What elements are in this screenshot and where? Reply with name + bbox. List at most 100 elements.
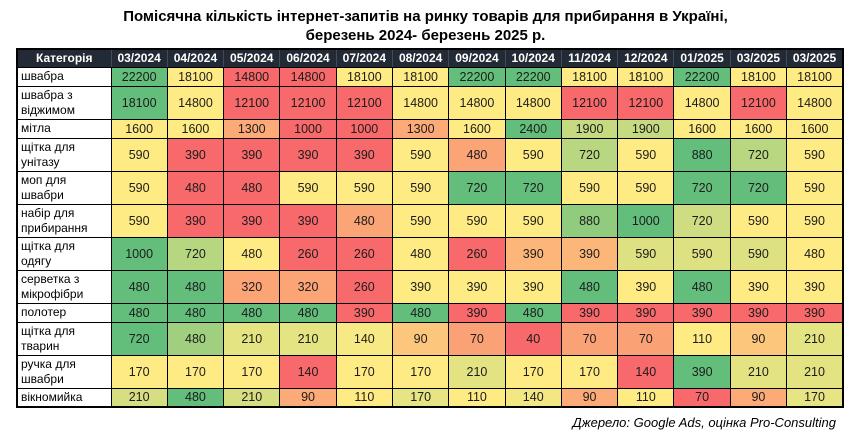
table-row: серветка з мікрофібри 480 480 320 320 260 390 3… [16, 269, 844, 304]
value-cell: 14800 [391, 85, 450, 120]
value-cell: 590 [617, 170, 675, 205]
value-cell: 880 [673, 137, 731, 172]
value-cell: 210 [448, 354, 506, 389]
value-cell: 590 [786, 137, 844, 172]
value-cell: 70 [617, 321, 675, 356]
value-cell: 720 [448, 170, 506, 205]
value-cell: 22200 [448, 66, 506, 87]
table-row: мітла 1600 1600 1300 1000 1000 1300 1600 2400 190… [16, 118, 844, 139]
value-cell: 1000 [279, 118, 337, 139]
value-cell: 1600 [448, 118, 506, 139]
value-cell: 14800 [166, 85, 225, 120]
value-cell: 14800 [279, 66, 337, 87]
value-cell: 390 [279, 137, 337, 172]
value-cell: 480 [279, 302, 337, 323]
value-cell: 90 [729, 387, 788, 408]
table-row: щітка для одягу 1000 720 480 260 260 480 260 390… [16, 236, 844, 271]
category-cell: щітка для тварин [16, 321, 112, 356]
value-cell: 590 [391, 137, 450, 172]
value-cell: 140 [617, 354, 675, 389]
value-cell: 22200 [504, 66, 562, 87]
value-cell: 480 [786, 236, 844, 271]
value-cell: 1600 [673, 118, 731, 139]
value-cell: 18100 [729, 66, 788, 87]
value-cell: 170 [335, 354, 393, 389]
column-header: 05/2024 [223, 48, 281, 68]
value-cell: 14800 [786, 85, 844, 120]
value-cell: 390 [729, 269, 788, 304]
value-cell: 40 [504, 321, 562, 356]
value-cell: 720 [673, 203, 731, 238]
row-header-categoria: Категорія [16, 48, 112, 68]
value-cell: 720 [729, 137, 788, 172]
value-cell: 390 [335, 302, 393, 323]
value-cell: 390 [729, 302, 788, 323]
column-header: 09/2024 [448, 48, 506, 68]
value-cell: 90 [279, 387, 337, 408]
queries-heatmap-table: Категорія 03/2024 04/2024 05/2024 06/2024 07/… [16, 48, 844, 408]
value-cell: 110 [335, 387, 393, 408]
value-cell: 590 [560, 170, 619, 205]
table-row: набір для прибирання 590 390 390 390 480 590 59… [16, 203, 844, 238]
value-cell: 18100 [166, 66, 225, 87]
value-cell: 210 [279, 321, 337, 356]
value-cell: 390 [673, 302, 731, 323]
table-row: швабра 22200 18100 14800 14800 18100 18100 2220… [16, 66, 844, 87]
value-cell: 390 [223, 137, 281, 172]
value-cell: 720 [729, 170, 788, 205]
value-cell: 390 [335, 137, 393, 172]
value-cell: 2400 [504, 118, 562, 139]
value-cell: 170 [110, 354, 168, 389]
value-cell: 480 [223, 170, 281, 205]
value-cell: 590 [617, 137, 675, 172]
column-header: 04/2024 [166, 48, 225, 68]
value-cell: 90 [560, 387, 619, 408]
value-cell: 480 [560, 269, 619, 304]
value-cell: 14800 [448, 85, 506, 120]
value-cell: 590 [110, 137, 168, 172]
value-cell: 1300 [223, 118, 281, 139]
value-cell: 260 [335, 236, 393, 271]
value-cell: 390 [617, 269, 675, 304]
value-cell: 18100 [786, 66, 844, 87]
value-cell: 140 [279, 354, 337, 389]
value-cell: 14800 [223, 66, 281, 87]
value-cell: 18100 [110, 85, 168, 120]
value-cell: 480 [166, 387, 225, 408]
value-cell: 590 [786, 203, 844, 238]
value-cell: 1900 [617, 118, 675, 139]
value-cell: 390 [448, 302, 506, 323]
value-cell: 590 [673, 236, 731, 271]
value-cell: 480 [166, 170, 225, 205]
value-cell: 140 [335, 321, 393, 356]
column-header: 03/2025 [786, 48, 844, 68]
value-cell: 1600 [729, 118, 788, 139]
value-cell: 12100 [617, 85, 675, 120]
table-body: швабра 22200 18100 14800 14800 18100 18100 2220… [16, 66, 844, 408]
column-header: 06/2024 [279, 48, 337, 68]
value-cell: 390 [504, 269, 562, 304]
value-cell: 260 [279, 236, 337, 271]
value-cell: 480 [448, 137, 506, 172]
table-row: швабра з віджимом 18100 14800 12100 12100 121… [16, 85, 844, 120]
category-cell: серветка з мікрофібри [16, 269, 112, 304]
value-cell: 720 [673, 170, 731, 205]
value-cell: 70 [673, 387, 731, 408]
value-cell: 170 [391, 354, 450, 389]
value-cell: 480 [223, 302, 281, 323]
value-cell: 90 [391, 321, 450, 356]
value-cell: 720 [110, 321, 168, 356]
value-cell: 390 [673, 354, 731, 389]
table-row: вікномийка 210 480 210 90 110 170 110 140 90 110 70… [16, 387, 844, 408]
value-cell: 170 [391, 387, 450, 408]
source-note: Джерело: Google Ads, оцінка Pro-Consulti… [572, 415, 837, 430]
value-cell: 12100 [560, 85, 619, 120]
value-cell: 590 [279, 170, 337, 205]
value-cell: 390 [166, 203, 225, 238]
value-cell: 480 [110, 269, 168, 304]
value-cell: 480 [335, 203, 393, 238]
value-cell: 720 [504, 170, 562, 205]
value-cell: 18100 [560, 66, 619, 87]
value-cell: 480 [391, 302, 450, 323]
value-cell: 22200 [673, 66, 731, 87]
